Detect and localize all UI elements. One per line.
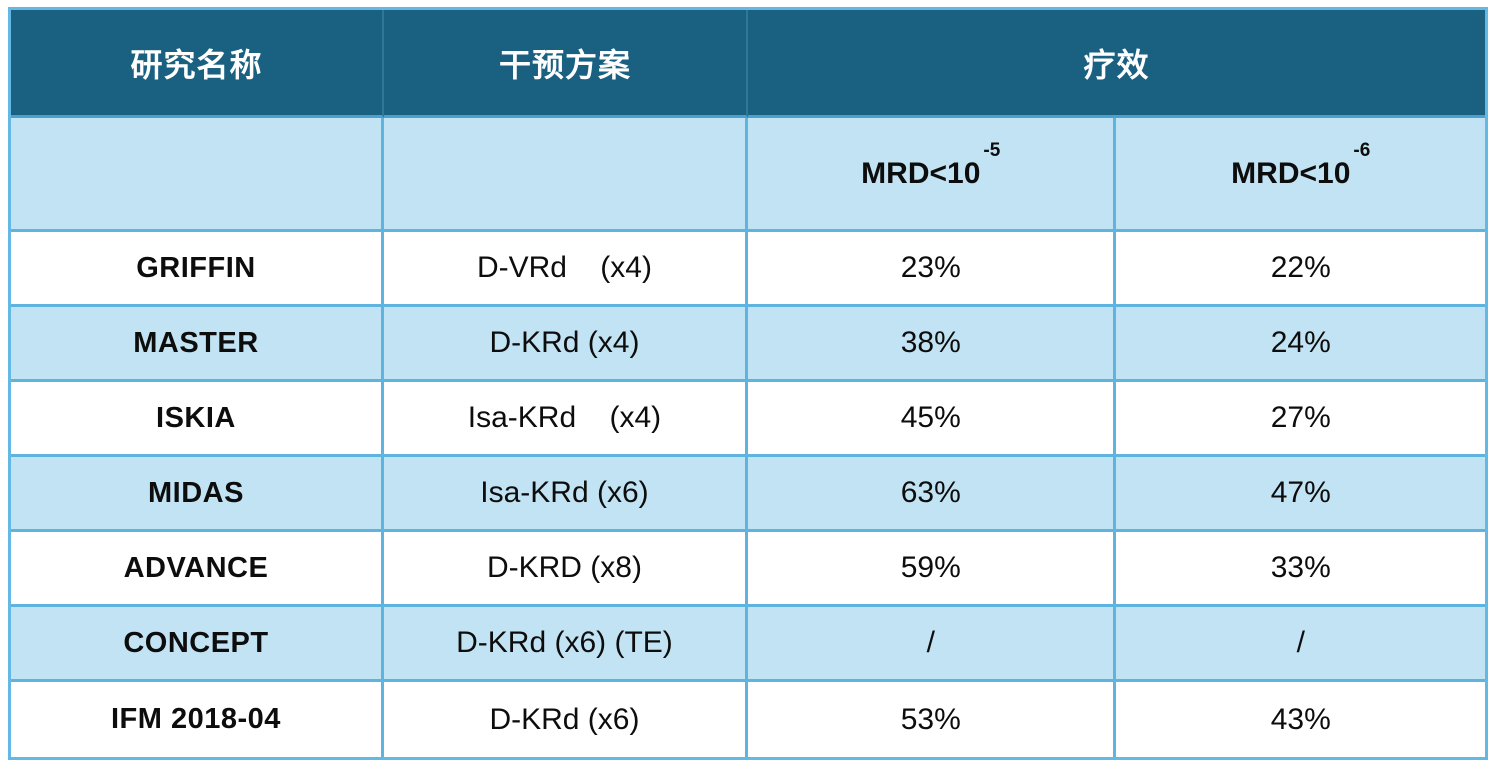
mrd5-value-cell: / — [747, 607, 1117, 682]
mrd5-value-cell: 38% — [747, 307, 1117, 382]
intervention-cell: Isa-KRd (x6) — [383, 457, 748, 532]
table-row-master: MASTER D-KRd (x4) 38% 24% — [11, 307, 1485, 382]
mrd6-value-cell: 43% — [1116, 682, 1485, 757]
intervention-cell: D-KRD (x8) — [383, 532, 748, 607]
subheader-row: MRD<10-5 MRD<10-6 — [11, 118, 1485, 232]
table-row-ifm-2018-04: IFM 2018-04 D-KRd (x6) 53% 43% — [11, 682, 1485, 757]
intervention-cell: D-KRd (x4) — [383, 307, 748, 382]
study-cell: ISKIA — [11, 382, 384, 457]
mrd5-exponent: -5 — [983, 140, 1001, 161]
mrd6-exponent: -6 — [1353, 140, 1371, 161]
mrd6-value-cell: 22% — [1116, 232, 1485, 307]
subheader-mrd6: MRD<10-6 — [1116, 118, 1485, 232]
intervention-cell: Isa-KRd (x4) — [383, 382, 748, 457]
mrd6-value-cell: 27% — [1116, 382, 1485, 457]
mrd5-value-cell: 53% — [747, 682, 1117, 757]
header-row: 研究名称 干预方案 疗效 — [11, 10, 1485, 118]
intervention-cell: D-KRd (x6) (TE) — [383, 607, 748, 682]
mrd6-value-cell: / — [1116, 607, 1485, 682]
col-header-intervention: 干预方案 — [383, 10, 748, 118]
mrd5-value-cell: 63% — [747, 457, 1117, 532]
mrd6-value-cell: 33% — [1116, 532, 1485, 607]
mrd6-label: MRD<10-6 — [1231, 140, 1370, 190]
subheader-empty-intervention — [383, 118, 748, 232]
study-cell: CONCEPT — [11, 607, 384, 682]
table-row-midas: MIDAS Isa-KRd (x6) 63% 47% — [11, 457, 1485, 532]
mrd6-base: MRD<10 — [1231, 157, 1351, 190]
mrd5-value-cell: 23% — [747, 232, 1117, 307]
study-cell: MIDAS — [11, 457, 384, 532]
study-cell: GRIFFIN — [11, 232, 384, 307]
study-cell: ADVANCE — [11, 532, 384, 607]
mrd6-value-cell: 24% — [1116, 307, 1485, 382]
col-header-study: 研究名称 — [11, 10, 384, 118]
mrd5-value-cell: 59% — [747, 532, 1117, 607]
mrd5-value-cell: 45% — [747, 382, 1117, 457]
subheader-empty-study — [11, 118, 384, 232]
intervention-cell: D-KRd (x6) — [383, 682, 748, 757]
table-row-concept: CONCEPT D-KRd (x6) (TE) / / — [11, 607, 1485, 682]
mrd5-base: MRD<10 — [861, 157, 981, 190]
mrd-results-table: 研究名称 干预方案 疗效 MRD<10-5 MRD<10-6 GRIFFIN D… — [8, 7, 1488, 760]
table-row-iskia: ISKIA Isa-KRd (x4) 45% 27% — [11, 382, 1485, 457]
table-row-griffin: GRIFFIN D-VRd (x4) 23% 22% — [11, 232, 1485, 307]
study-cell: MASTER — [11, 307, 384, 382]
intervention-cell: D-VRd (x4) — [383, 232, 748, 307]
study-cell: IFM 2018-04 — [11, 682, 384, 757]
table-row-advance: ADVANCE D-KRD (x8) 59% 33% — [11, 532, 1485, 607]
mrd6-value-cell: 47% — [1116, 457, 1485, 532]
mrd5-label: MRD<10-5 — [861, 140, 1000, 190]
subheader-mrd5: MRD<10-5 — [747, 118, 1117, 232]
col-header-efficacy: 疗效 — [747, 10, 1485, 118]
